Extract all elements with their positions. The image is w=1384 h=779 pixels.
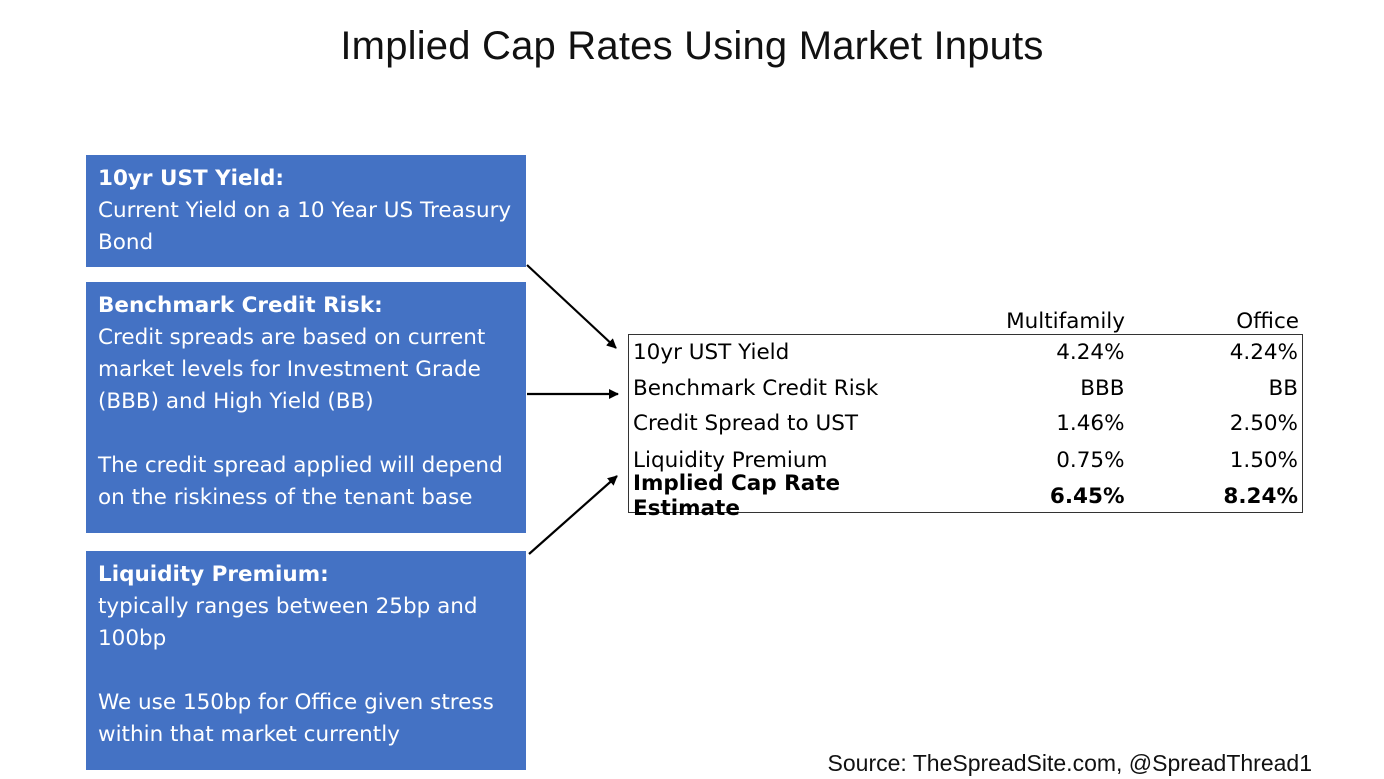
box-text: 100bp <box>98 626 167 651</box>
header-office: Office <box>1236 309 1299 334</box>
box-text: on the riskiness of the tenant base <box>98 485 473 510</box>
office-value: 2.50% <box>1229 411 1298 436</box>
table-row: 10yr UST Yield 4.24% 4.24% <box>629 335 1302 370</box>
row-label: Implied Cap Rate Estimate <box>633 471 841 521</box>
box-text: typically ranges between 25bp and <box>98 594 478 619</box>
box-text: (BBB) and High Yield (BB) <box>98 389 374 414</box>
table-row: Credit Spread to UST 1.46% 2.50% <box>629 407 1302 440</box>
box-heading: Benchmark Credit Risk: <box>98 293 383 318</box>
row-label: 10yr UST Yield <box>633 340 790 365</box>
multifamily-value: BBB <box>1080 376 1125 401</box>
office-value: BB <box>1268 376 1299 401</box>
table-body: 10yr UST Yield 4.24% 4.24% Benchmark Cre… <box>628 334 1303 521</box>
office-value: 8.24% <box>1223 483 1298 509</box>
header-multifamily: Multifamily <box>1006 309 1125 334</box>
box-text: within that market currently <box>98 722 400 747</box>
office-value: 1.50% <box>1229 447 1298 473</box>
table-row: Benchmark Credit Risk BBB BB <box>629 370 1302 407</box>
source-credit: Source: TheSpreadSite.com, @SpreadThread… <box>827 750 1312 776</box>
multifamily-value: 4.24% <box>1056 340 1125 365</box>
box-text: Bond <box>98 230 154 255</box>
row-label: Liquidity Premium <box>633 447 828 473</box>
row-label: Credit Spread to UST <box>633 411 858 436</box>
box-heading: 10yr UST Yield: <box>98 166 284 191</box>
page-title: Implied Cap Rates Using Market Inputs <box>340 24 1044 68</box>
table-header: Multifamily Office <box>628 300 1303 334</box>
box-text: Credit spreads are based on current <box>98 325 486 350</box>
box-heading: Liquidity Premium: <box>98 562 329 587</box>
box-text: The credit spread applied will depend <box>98 453 503 478</box>
cap-rate-table: Multifamily Office 10yr UST Yield 4.24% … <box>628 300 1303 521</box>
credit-risk-box: Benchmark Credit Risk: Credit spreads ar… <box>86 282 526 533</box>
table-total-row: Implied Cap Rate Estimate 6.45% 8.24% <box>629 471 1302 521</box>
ust-yield-box: 10yr UST Yield: Current Yield on a 10 Ye… <box>86 155 526 267</box>
multifamily-value: 0.75% <box>1056 447 1125 473</box>
arrow-icon <box>526 264 617 349</box>
office-value: 4.24% <box>1229 340 1298 365</box>
box-text: Current Yield on a 10 Year US Treasury <box>98 198 512 223</box>
multifamily-value: 1.46% <box>1056 411 1125 436</box>
multifamily-value: 6.45% <box>1049 483 1125 509</box>
table-row: Liquidity Premium 0.75% 1.50% <box>629 440 1302 480</box>
liquidity-premium-box: Liquidity Premium: typically ranges betw… <box>86 551 526 770</box>
box-text: We use 150bp for Office given stress <box>98 690 494 715</box>
box-text: market levels for Investment Grade <box>98 357 481 382</box>
row-label: Benchmark Credit Risk <box>633 376 879 401</box>
arrow-icon <box>528 475 618 555</box>
